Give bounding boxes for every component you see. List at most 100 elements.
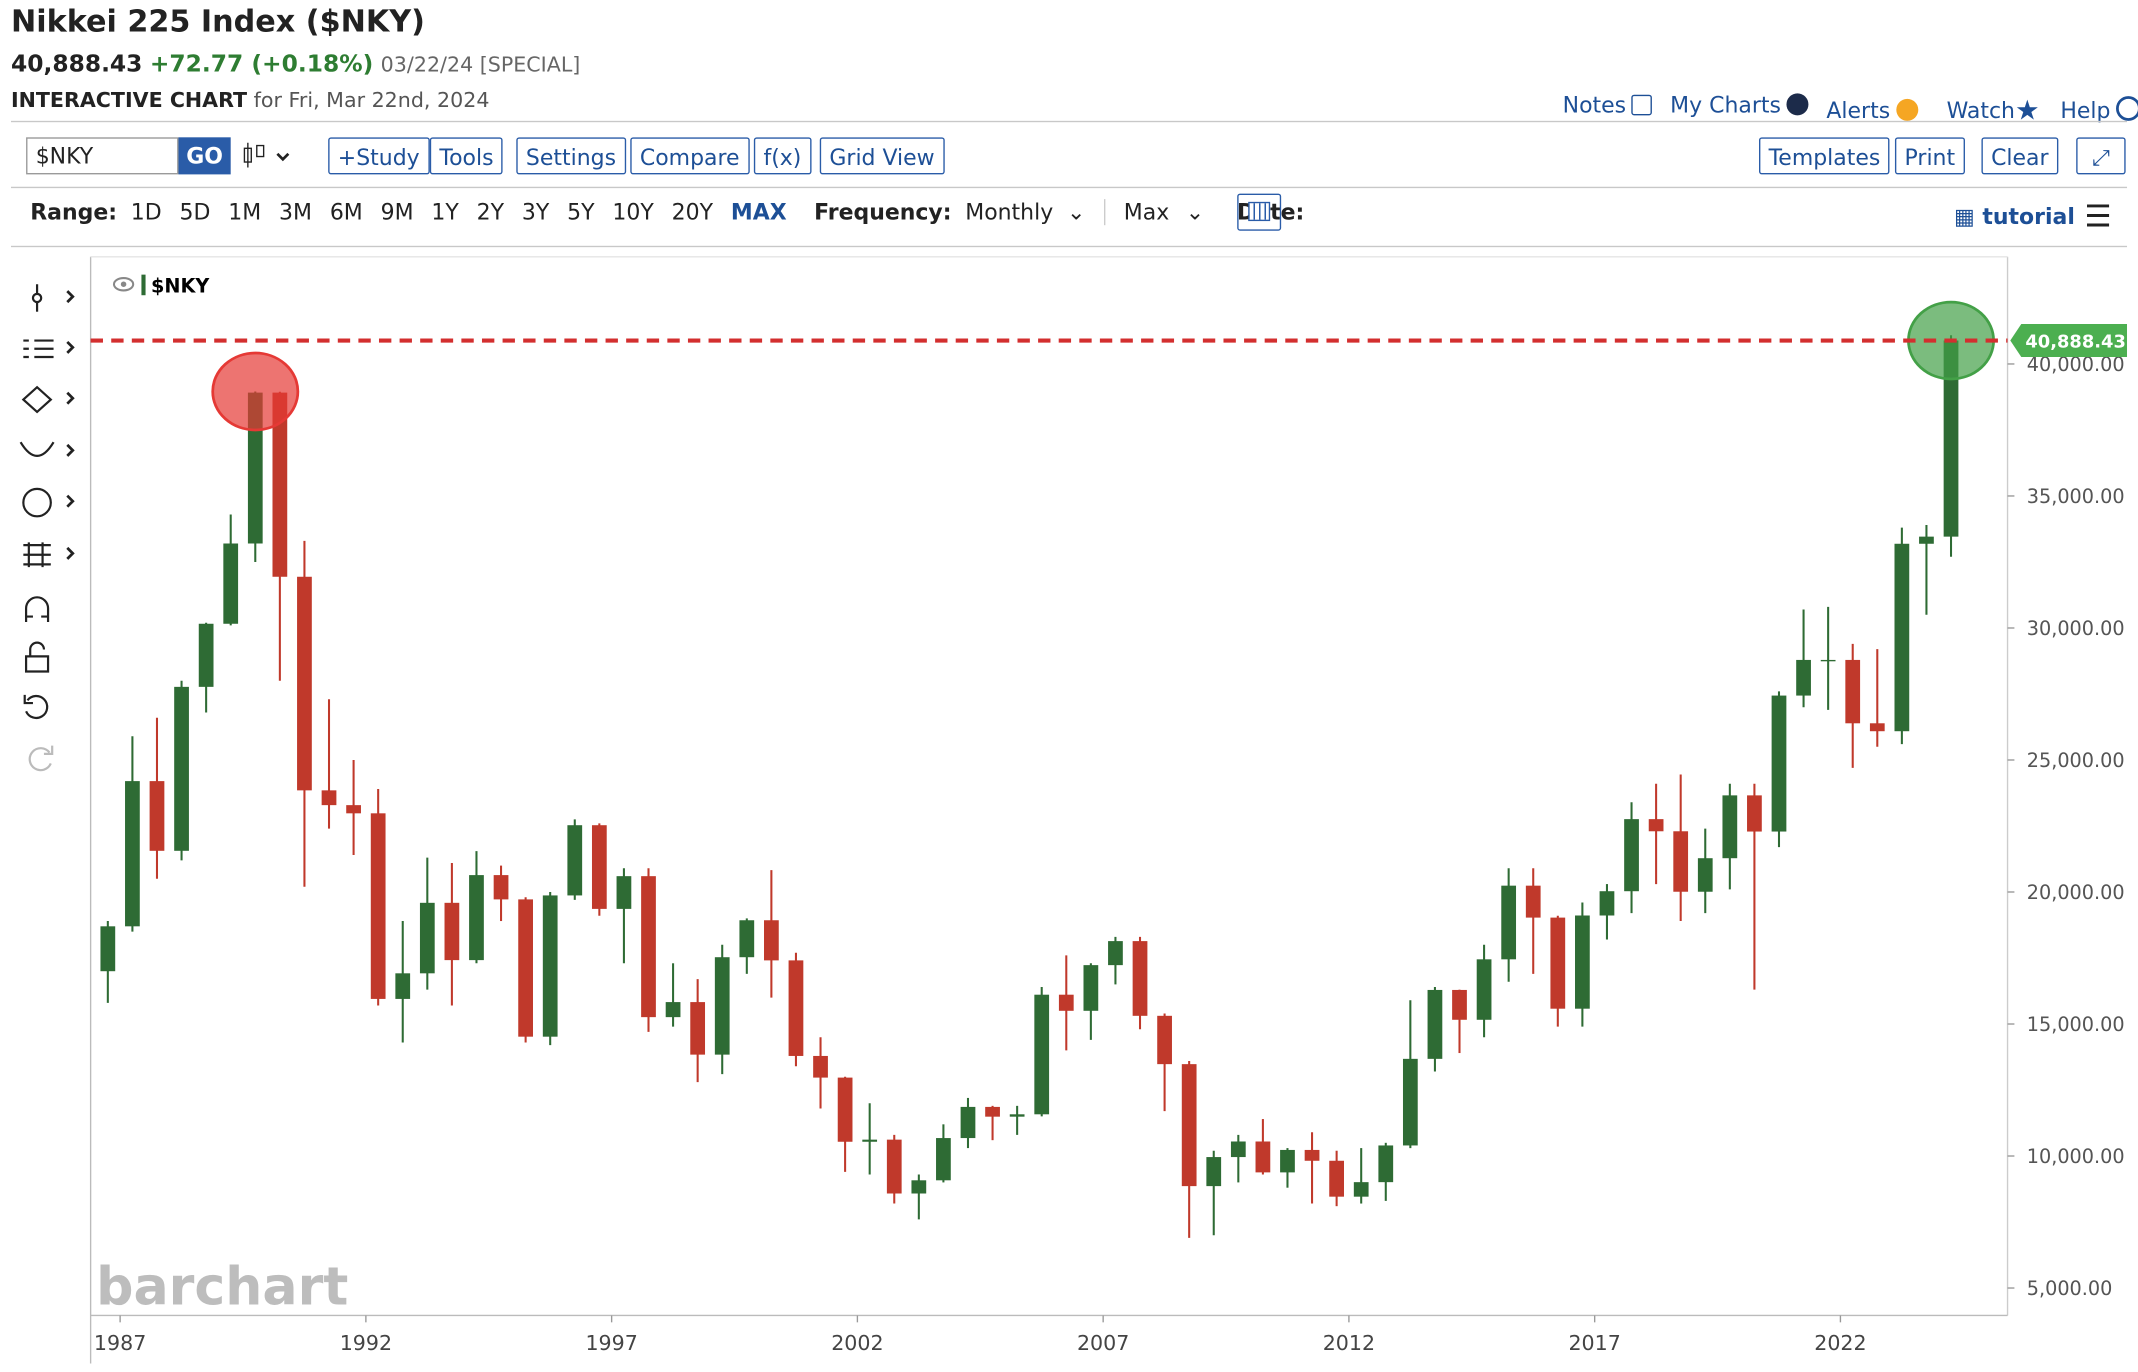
range-option[interactable]: 1D [130,199,162,226]
watch-link[interactable]: Watch [1946,97,2015,124]
symbol-input[interactable]: $NKY [26,137,179,175]
candle [641,868,656,1032]
toolbar-button[interactable]: Tools [429,137,504,175]
candle-body [1820,659,1836,662]
candle [469,851,484,964]
redo-icon[interactable] [28,745,54,772]
x-tick-label: 1987 [94,1331,146,1355]
range-option[interactable]: 9M [380,199,414,226]
toolbar-button[interactable]: f(x) [753,137,811,175]
eye-icon[interactable] [112,277,135,292]
divider [10,186,2128,189]
candle-body [1230,1141,1246,1158]
candle [321,699,337,829]
go-button[interactable]: GO [178,137,231,175]
range-option[interactable]: 1Y [431,199,459,226]
tutorial-link[interactable]: ▦ tutorial [1953,203,2075,230]
candle [1820,606,1836,710]
price-change: +72.77 (+0.18%) [149,50,374,79]
candle [886,1134,902,1204]
candle-body [567,825,583,896]
candle [1624,802,1639,914]
lock-icon[interactable] [24,641,50,673]
candle-body [198,623,214,687]
alert-icon [1895,98,1918,121]
candle-body [1452,989,1467,1020]
candle-body [837,1077,853,1142]
x-tick-label: 1997 [585,1331,637,1355]
tool-icon[interactable] [22,487,52,518]
candle-body [641,876,656,1018]
undo-icon[interactable] [23,694,49,720]
frequency-select[interactable]: Monthly [965,199,1054,226]
highlight-circle [211,351,300,432]
last-price: 40,888.43 [10,50,143,79]
candle-body [591,825,607,909]
calendar-button[interactable] [1237,193,1282,231]
tutorial-text: tutorial [1982,203,2075,230]
last-price-label: 40,888.43 [2025,331,2125,352]
candle [1009,1105,1025,1135]
toolbar-button[interactable]: Grid View [819,137,945,175]
candle-body [1108,941,1123,966]
range-option[interactable]: 1M [228,199,262,226]
candle-body [960,1106,976,1139]
candle [444,862,460,1006]
candle [616,868,632,964]
candle-body [1255,1141,1271,1173]
range-option[interactable]: 6M [329,199,363,226]
tool-icon[interactable] [23,542,51,568]
range-option[interactable]: 5Y [567,199,595,226]
tool-icon[interactable] [21,385,53,414]
toolbar-button[interactable]: Clear [1981,137,2059,175]
range-option[interactable]: 10Y [612,199,654,226]
candle-body [518,899,533,1037]
range-option[interactable]: 2Y [476,199,505,226]
legend-swatch [141,274,146,296]
candle-body [346,805,361,814]
tool-icon[interactable] [19,441,55,457]
candle-body [1845,659,1861,724]
candle-body [1378,1145,1394,1183]
mycharts-link[interactable]: My Charts [1670,92,1781,119]
candle-body [911,1180,927,1194]
divider [10,245,2128,248]
candle [1869,649,1885,747]
range-option[interactable]: 5D [179,199,211,226]
x-tick-label: 2017 [1568,1331,1620,1355]
candle [1378,1142,1394,1201]
candle [174,680,189,861]
candle-body [1157,1015,1172,1065]
menu-icon[interactable]: ☰ [2084,200,2112,235]
range-option[interactable]: MAX [730,199,787,226]
candle [1599,884,1615,940]
tool-icon[interactable] [23,339,54,359]
toolbar-button[interactable]: Print [1894,137,1965,175]
candle [1452,989,1467,1054]
period-select[interactable]: Max [1104,199,1169,226]
candle-body [1427,989,1443,1059]
candle-body [419,902,435,974]
magnet-icon[interactable] [24,596,50,623]
candle-body [1501,885,1517,960]
help-link[interactable]: Help [2060,97,2111,124]
expand-button[interactable]: ⤢ [2076,137,2126,175]
toolbar-button[interactable]: Settings [516,137,626,175]
range-option[interactable]: 20Y [671,199,714,226]
y-tick-label: 35,000.00 [2027,485,2125,508]
notes-link[interactable]: Notes [1562,92,1627,119]
candle [370,789,386,1006]
toolbar-button[interactable]: Templates [1759,137,1890,175]
toolbar-button[interactable]: Compare [630,137,750,175]
chevron[interactable] [66,290,75,560]
range-option[interactable]: 3Y [521,199,550,226]
candle-body [321,790,337,806]
candle-body [788,960,804,1056]
toolbar-button[interactable]: +Study [328,137,430,175]
candle [272,391,288,681]
candle [1648,783,1664,885]
alerts-link[interactable]: Alerts [1826,97,1891,124]
chart-type-picker[interactable] [242,141,297,171]
range-option[interactable]: 3M [279,199,312,226]
